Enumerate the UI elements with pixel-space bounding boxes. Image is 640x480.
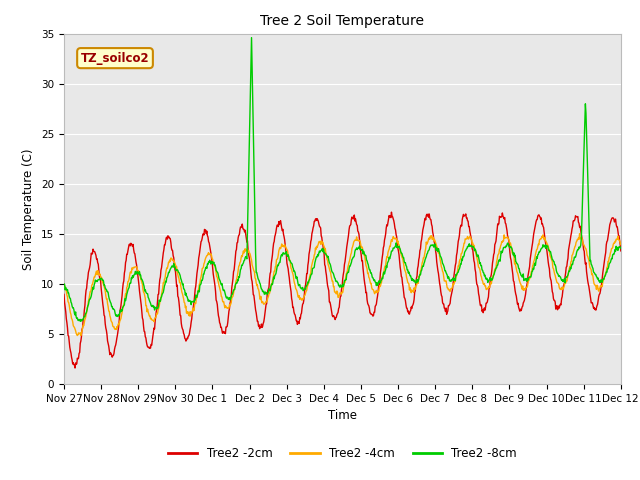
Y-axis label: Soil Temperature (C): Soil Temperature (C): [22, 148, 35, 270]
X-axis label: Time: Time: [328, 409, 357, 422]
Legend: Tree2 -2cm, Tree2 -4cm, Tree2 -8cm: Tree2 -2cm, Tree2 -4cm, Tree2 -8cm: [163, 443, 522, 465]
Title: Tree 2 Soil Temperature: Tree 2 Soil Temperature: [260, 14, 424, 28]
Text: TZ_soilco2: TZ_soilco2: [81, 52, 149, 65]
